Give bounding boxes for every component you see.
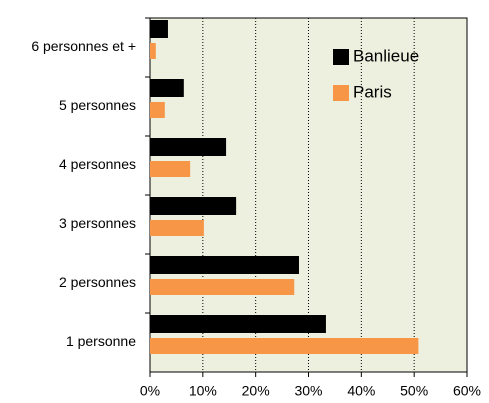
bar [150,338,419,354]
bar [150,161,191,177]
legend-swatch [333,85,349,101]
bar [150,102,165,118]
bar [150,256,299,274]
legend-text: Banlieue [353,46,419,65]
x-tick-label: 0% [140,383,160,399]
bar [150,138,227,156]
x-tick-label: 10% [189,383,217,399]
y-tick-label: 5 personnes [59,97,136,113]
x-tick-label: 30% [294,383,322,399]
bar [150,197,237,215]
y-tick-label: 1 personne [66,333,136,349]
bar [150,43,156,59]
y-tick-label: 4 personnes [59,156,136,172]
bar [150,20,168,38]
x-tick-label: 50% [400,383,428,399]
y-tick-label: 3 personnes [59,215,136,231]
x-tick-label: 60% [453,383,481,399]
legend-text: Paris [353,82,392,101]
bar [150,220,204,236]
x-tick-label: 40% [347,383,375,399]
bar [150,315,326,333]
bar [150,279,295,295]
y-tick-label: 2 personnes [59,274,136,290]
legend-swatch [333,49,349,65]
bar [150,79,184,97]
y-tick-label: 6 personnes et + [31,38,136,54]
x-tick-label: 20% [242,383,270,399]
